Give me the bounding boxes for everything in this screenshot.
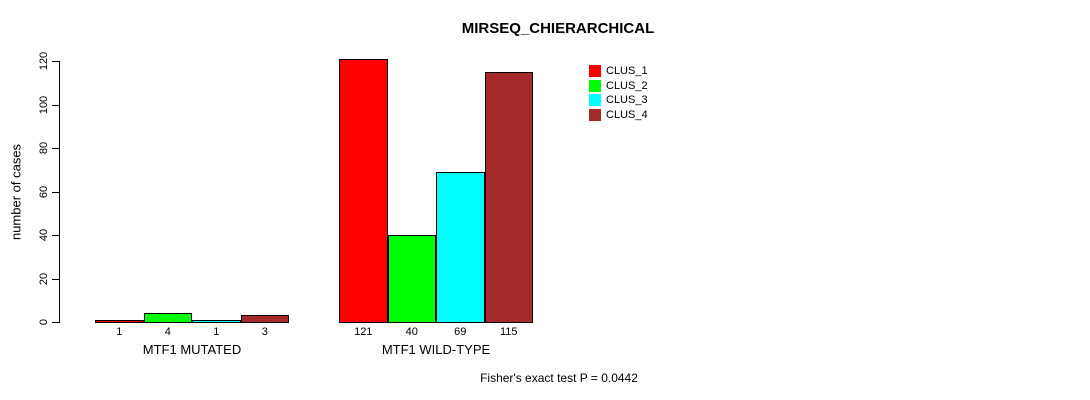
bar-clus_1-2 [339, 58, 388, 323]
chart-title: MIRSEQ_CHIERARCHICAL [461, 20, 655, 37]
bar-clus_4-2 [484, 71, 533, 323]
bar-value-label: 121 [354, 326, 373, 338]
bar-value-label: 1 [213, 326, 220, 338]
group-label-2: MTF1 WILD-TYPE [381, 342, 491, 357]
legend-swatch-icon [589, 79, 601, 92]
legend-label: CLUS_3 [606, 94, 648, 106]
bar-clus_4-1 [240, 315, 289, 323]
bar-value-label: 4 [164, 326, 171, 338]
bar-value-label: 40 [405, 326, 418, 338]
y-tick-mark [52, 235, 59, 236]
bar-clus_2-2 [387, 235, 436, 323]
annotation-text: Fisher's exact test P = 0.0442 [480, 371, 638, 385]
bar-value-label: 1 [116, 326, 123, 338]
legend-item: CLUS_4 [589, 108, 648, 121]
legend-swatch-icon [589, 65, 601, 77]
legend-item: CLUS_1 [589, 65, 648, 77]
bar-value-label: 3 [261, 326, 268, 338]
legend-swatch-icon [589, 108, 601, 121]
y-tick-mark [52, 61, 59, 62]
bar-value-label: 115 [499, 326, 518, 338]
y-tick-mark [52, 104, 59, 106]
bar-value-label: 69 [454, 326, 467, 338]
bar-clus_3-1 [192, 319, 241, 323]
y-tick-mark [52, 278, 59, 280]
bar-clus_2-1 [143, 313, 192, 323]
legend-label: CLUS_2 [606, 79, 648, 92]
legend-item: CLUS_3 [589, 94, 648, 106]
legend-label: CLUS_4 [606, 108, 648, 121]
group-label-1: MTF1 MUTATED [142, 342, 242, 357]
bar-clus_1-1 [95, 319, 144, 323]
y-axis-line [59, 61, 60, 323]
y-tick-mark [52, 148, 59, 149]
bars-area [95, 58, 533, 323]
y-tick-mark [52, 191, 59, 193]
bar-clus_3-2 [436, 171, 485, 323]
legend-label: CLUS_1 [606, 65, 648, 77]
legend-item: CLUS_2 [589, 79, 648, 92]
y-tick-mark [52, 322, 59, 323]
legend-swatch-icon [589, 94, 601, 106]
